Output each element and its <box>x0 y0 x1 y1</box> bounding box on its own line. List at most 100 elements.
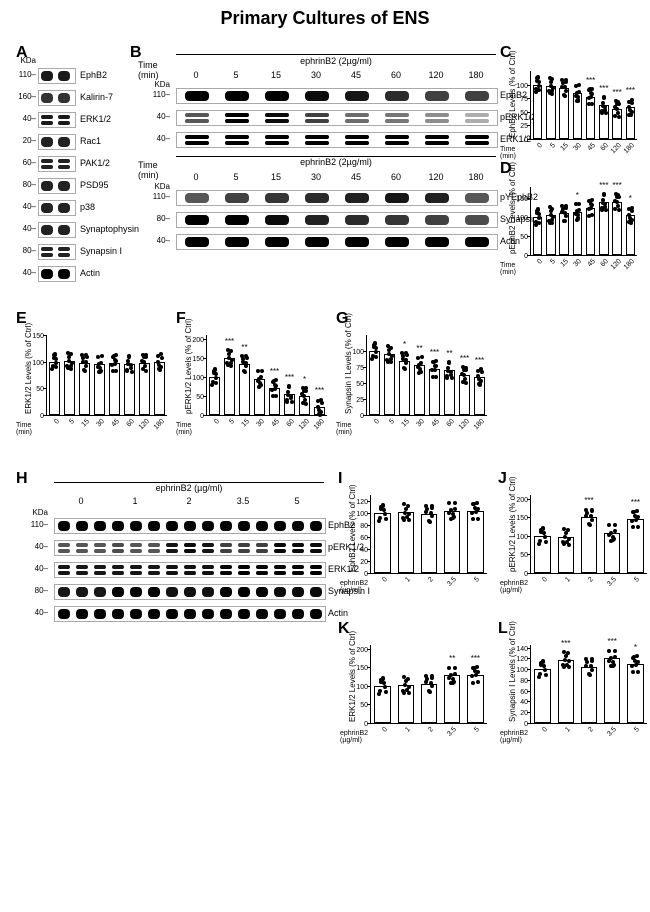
panelA-label-p38: p38 <box>80 202 95 212</box>
chart-chartJ-xlabel: ephrinB2 (µg/ml) <box>500 580 532 594</box>
panelH-blot-ERK1/2 <box>54 562 326 578</box>
panelA-kda-8: 80– <box>14 246 36 255</box>
panelB-blot-Actin <box>176 234 498 250</box>
panelB-time-0: 0 <box>176 70 216 80</box>
panelH-blot-pERK1/2 <box>54 540 326 556</box>
chart-chartK-xtick-1: 1 <box>393 726 412 745</box>
chart-chartK-xtick-3.5: 3.5 <box>439 726 458 745</box>
panelB2-time-120: 120 <box>416 172 456 182</box>
panelH-label-Actin: Actin <box>328 608 348 618</box>
chart-chartE-ylabel: ERK1/2 Levels (% of Ctrl) <box>24 323 33 414</box>
panelA-kda-header: KDa <box>14 56 36 65</box>
panelH-dose-2: 2 <box>162 496 216 506</box>
chart-chartI-ytick-0: 0 <box>342 571 368 578</box>
chart-chartK-sig-5: *** <box>465 654 485 663</box>
panelB2-time-0: 0 <box>176 172 216 182</box>
chart-chartF-sig-5: *** <box>222 337 237 346</box>
chart-chartF-xlabel: Time (min) <box>176 422 208 436</box>
chart-chartF-sig-15: ** <box>237 343 252 352</box>
chart-chartJ-xtick-0: 0 <box>529 576 548 595</box>
panelH-kda-Actin: 40– <box>26 608 48 617</box>
chart-chartL-xtick-0: 0 <box>529 726 548 745</box>
panelB2-time-180: 180 <box>456 172 496 182</box>
panelB-time-60: 60 <box>376 70 416 80</box>
panelA-label-Synapsin I: Synapsin I <box>80 246 122 256</box>
panelB-time-label: Time (min) <box>138 60 172 80</box>
chart-chartE-ytick-0: 0 <box>18 413 44 420</box>
chart-chartF-sig-60: *** <box>282 373 297 382</box>
chart-chartI-xtick-3.5: 3.5 <box>439 576 458 595</box>
chart-chartL-bar-3.5 <box>604 658 620 723</box>
chart-chartJ-ylabel: pERK1/2 Levels (% of Ctrl) <box>508 476 517 572</box>
panelB-kda-pYEphB2: 110– <box>148 192 170 201</box>
chart-chartL-ytick-0: 0 <box>502 721 528 728</box>
chart-plot-chartL: ******* <box>530 645 647 724</box>
panelB-kda-pERK1/2: 40– <box>148 112 170 121</box>
chart-chartI-bar-5 <box>467 511 483 573</box>
panelB2-time-60: 60 <box>376 172 416 182</box>
panelH-blot-Synapsin I <box>54 584 326 600</box>
chart-chartG-sig-60: ** <box>442 349 457 358</box>
panelB-time-15: 15 <box>256 70 296 80</box>
chart-plot-chartK: ***** <box>370 645 487 724</box>
chart-chartD-sig-30: * <box>571 191 584 200</box>
chart-plot-chartD: ******** <box>530 187 637 256</box>
chart-plot-chartI <box>370 495 487 574</box>
panelB-blot-EphB2 <box>176 88 498 104</box>
chart-chartL-ylabel: Synapsin I Levels (% of Ctrl) <box>508 621 517 722</box>
chart-chartF-ytick-0: 0 <box>178 413 204 420</box>
chart-chartC-ylabel: EphB2 Levels (% of Ctrl) <box>508 50 517 138</box>
panelB-time-180: 180 <box>456 70 496 80</box>
chart-chartI-ylabel: EphB2 Levels (% of Ctrl) <box>348 484 357 572</box>
chart-chartI-xlabel: ephrinB2 (µg/ml) <box>340 580 372 594</box>
panelA-blot-Synapsin I <box>38 244 76 260</box>
panelB-time-120: 120 <box>416 70 456 80</box>
chart-chartK-xlabel: ephrinB2 (µg/ml) <box>340 730 372 744</box>
chart-chartC-xlabel: Time (min) <box>500 146 532 160</box>
chart-chartL-xtick-3.5: 3.5 <box>599 726 618 745</box>
panelH-kda-EphB2: 110– <box>26 520 48 529</box>
chart-chartJ-ytick-0: 0 <box>502 571 528 578</box>
panelA-kda-7: 40– <box>14 224 36 233</box>
chart-chartJ-xtick-5: 5 <box>622 576 641 595</box>
panelA-kda-0: 110– <box>14 70 36 79</box>
panelB-kda-ERK1/2: 40– <box>148 134 170 143</box>
chart-chartD-ytick-0: 0 <box>502 253 528 260</box>
panelA-blot-EphB2 <box>38 68 76 84</box>
panelH-blot-EphB2 <box>54 518 326 534</box>
chart-chartD-xlabel: Time (min) <box>500 262 532 276</box>
chart-chartL-xlabel: ephrinB2 (µg/ml) <box>500 730 532 744</box>
panelA-label-PAK1/2: PAK1/2 <box>80 158 110 168</box>
chart-chartL-xtick-5: 5 <box>622 726 641 745</box>
chart-chartI-xtick-5: 5 <box>462 576 481 595</box>
panelB-time-30: 30 <box>296 70 336 80</box>
chart-chartK-ytick-0: 0 <box>342 721 368 728</box>
chart-chartE: 050100150ERK1/2 Levels (% of Ctrl)051530… <box>16 318 170 438</box>
chart-chartL-sig-1: *** <box>556 639 576 648</box>
panelB-blot-pERK1/2 <box>176 110 498 126</box>
chart-chartF-sig-180: *** <box>312 386 327 395</box>
chart-chartD-ylabel: pEphB2 Levels (% of Ctrl) <box>508 162 517 254</box>
panelB-blot-pYEphB2 <box>176 190 498 206</box>
chart-chartL: *******020406080100120140Synapsin I Leve… <box>500 628 650 746</box>
chart-chartK-sig-3.5: ** <box>442 654 462 663</box>
chart-chartK-xtick-5: 5 <box>462 726 481 745</box>
chart-chartC-sig-180: *** <box>624 86 637 95</box>
chart-chartG-ytick-0: 0 <box>338 413 364 420</box>
panelA-label-PSD95: PSD95 <box>80 180 109 190</box>
panelB2-time-45: 45 <box>336 172 376 182</box>
chart-chartG-sig-120: *** <box>457 354 472 363</box>
chart-chartC-ytick-0: 0 <box>502 137 528 144</box>
panelH-kda-Synapsin I: 80– <box>26 586 48 595</box>
panelA-blot-p38 <box>38 200 76 216</box>
panelA-blot-ERK1/2 <box>38 112 76 128</box>
panelA-label-Rac1: Rac1 <box>80 136 101 146</box>
panel-label-H: H <box>16 470 28 488</box>
chart-plot-chartC: ************ <box>530 71 637 140</box>
chart-chartF-ylabel: pERK1/2 Levels (% of Ctrl) <box>184 318 193 414</box>
panelH-dose-5: 5 <box>270 496 324 506</box>
panelA-kda-1: 160– <box>14 92 36 101</box>
chart-chartJ-xtick-2: 2 <box>576 576 595 595</box>
chart-chartL-xtick-1: 1 <box>553 726 572 745</box>
panelB2-time-30: 30 <box>296 172 336 182</box>
